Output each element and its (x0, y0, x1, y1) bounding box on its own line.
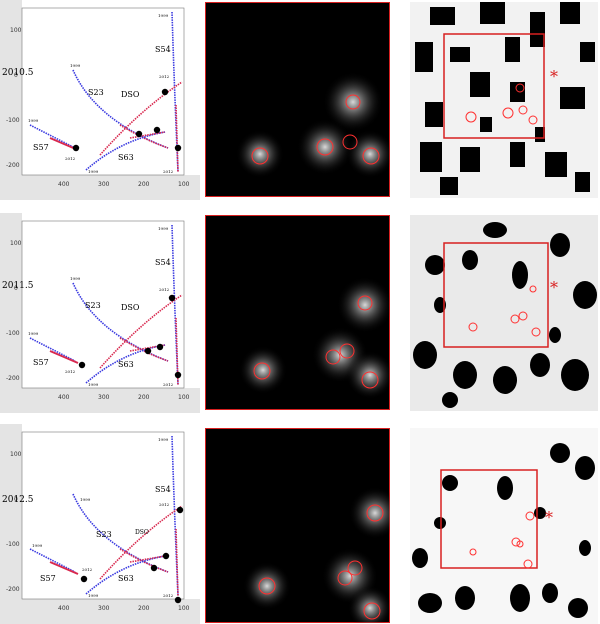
year-tag: 1999 (88, 593, 99, 598)
ytick: 100 (10, 451, 22, 458)
star-label: S57 (33, 358, 49, 367)
ytick: 100 (10, 240, 22, 247)
star-position-dot (174, 596, 182, 604)
star-label: S23 (96, 530, 112, 539)
orbit-plot-2010: 100 0 -100 -200 400 300 200 100 2010.5 S… (0, 0, 200, 200)
star-position-dot (72, 144, 80, 152)
star-label: S63 (118, 574, 134, 583)
ytick: -100 (6, 330, 20, 337)
star-label: S23 (85, 301, 101, 310)
year-tag: 2012 (159, 502, 170, 507)
star-position-dot (150, 564, 158, 572)
year-tag: 2012 (82, 567, 93, 572)
star-position-dot (161, 88, 169, 96)
ytick: -100 (6, 117, 20, 124)
star-position-dot (153, 126, 161, 134)
orbit-plot-2012: 100 0 -100 -200 400 300 200 100 2012.5 S… (0, 424, 200, 624)
ytick: -200 (6, 586, 20, 593)
year-tag: 2012 (159, 287, 170, 292)
deconvolved-image-2010: * (410, 2, 598, 198)
xtick: 200 (138, 605, 150, 612)
star-position-dot (162, 552, 170, 560)
deconvolved-image-2012: * (410, 428, 598, 624)
ytick: -100 (6, 541, 20, 548)
star-position-dot (156, 343, 164, 351)
ytick: -200 (6, 162, 20, 169)
year-tag: 1999 (70, 276, 81, 281)
star-position-dot (78, 361, 86, 369)
epoch-label: 2012.5 (2, 495, 34, 505)
year-tag: 1999 (88, 169, 99, 174)
year-tag: 1999 (88, 382, 99, 387)
deconvolved-image-2011: * (410, 215, 598, 411)
year-tag: 2012 (163, 169, 174, 174)
simulated-image-2010 (205, 2, 390, 197)
year-tag: 2012 (163, 382, 174, 387)
ytick: 0 (14, 285, 18, 292)
xtick: 400 (58, 394, 70, 401)
year-tag: 2012 (65, 369, 76, 374)
year-tag: 2012 (159, 74, 170, 79)
star-label: DSO (121, 90, 140, 99)
xtick: 200 (138, 394, 150, 401)
star-label: DSO (135, 529, 149, 536)
svg-text:*: * (550, 278, 558, 297)
year-tag: 1999 (158, 13, 169, 18)
xtick: 100 (178, 605, 190, 612)
year-tag: 1999 (28, 118, 39, 123)
xtick: 100 (178, 181, 190, 188)
epoch-label: 2011.5 (2, 281, 34, 291)
svg-text:*: * (545, 508, 553, 527)
year-tag: 1999 (158, 226, 169, 231)
xtick: 300 (98, 605, 110, 612)
simulated-image-2012 (205, 428, 390, 623)
star-label: S54 (155, 258, 171, 267)
star-label: S54 (155, 485, 171, 494)
year-tag: 1999 (70, 63, 81, 68)
star-label: S57 (33, 143, 49, 152)
ytick: 100 (10, 27, 22, 34)
ytick: 0 (14, 72, 18, 79)
ytick: 0 (14, 496, 18, 503)
star-position-dot (176, 506, 184, 514)
year-tag: 1999 (28, 331, 39, 336)
simulated-image-2011 (205, 215, 390, 410)
xtick: 200 (138, 181, 150, 188)
star-position-dot (80, 575, 88, 583)
star-position-dot (168, 294, 176, 302)
star-label: S57 (40, 574, 56, 583)
year-tag: 2012 (65, 156, 76, 161)
star-label: S23 (88, 88, 104, 97)
year-tag: 1999 (158, 437, 169, 442)
star-label: S63 (118, 360, 134, 369)
star-label: DSO (121, 303, 140, 312)
star-position-dot (174, 371, 182, 379)
year-tag: 1999 (80, 497, 91, 502)
xtick: 300 (98, 181, 110, 188)
star-label: S54 (155, 45, 171, 54)
xtick: 400 (58, 181, 70, 188)
svg-text:*: * (550, 67, 558, 86)
ytick: -200 (6, 375, 20, 382)
year-tag: 1999 (32, 543, 43, 548)
year-tag: 2012 (163, 593, 174, 598)
orbit-plot-2011: 100 0 -100 -200 400 300 200 100 2011.5 S… (0, 213, 200, 413)
star-label: S63 (118, 153, 134, 162)
star-position-dot (174, 144, 182, 152)
xtick: 400 (58, 605, 70, 612)
epoch-label: 2010.5 (2, 68, 34, 78)
star-position-dot (135, 130, 143, 138)
xtick: 300 (98, 394, 110, 401)
star-position-dot (144, 347, 152, 355)
xtick: 100 (178, 394, 190, 401)
